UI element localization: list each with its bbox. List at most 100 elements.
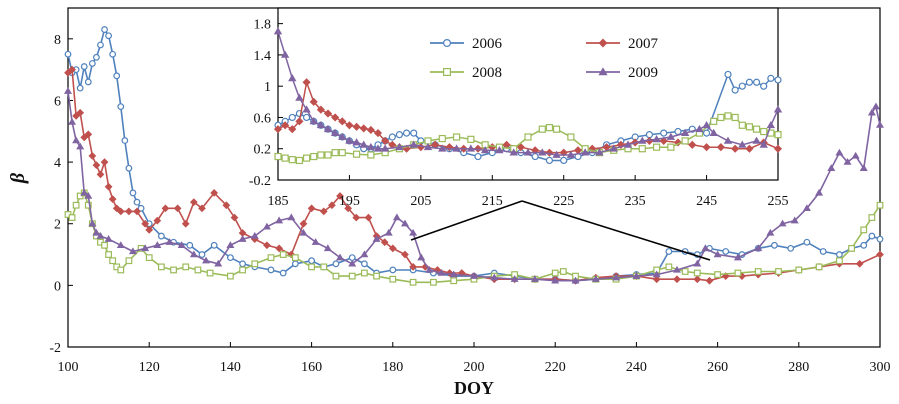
inset-x-tick-label: 235	[625, 194, 646, 209]
inset-point-2009	[423, 142, 433, 151]
main-point-2009	[409, 228, 418, 236]
inset-point-2009	[330, 128, 340, 136]
main-point-2009	[72, 136, 81, 144]
inset-point-2008	[338, 149, 346, 157]
inset-y-tick-label: 1	[264, 80, 271, 95]
main-point-2009	[778, 219, 787, 227]
main-point-2007	[299, 219, 308, 228]
legend-item-2006: 2006	[430, 36, 503, 52]
inset-point-2007	[323, 109, 333, 118]
main-point-2008	[835, 257, 843, 265]
main-point-2009	[141, 244, 150, 252]
inset-y-tick-label: 0.2	[254, 143, 272, 158]
main-point-2009	[177, 241, 186, 249]
inset-x-tick-label: 205	[410, 194, 431, 209]
main-point-2009	[754, 244, 763, 252]
main-point-2009	[851, 151, 860, 159]
main-point-2009	[202, 256, 211, 264]
main-point-2007	[125, 207, 133, 216]
main-point-2008	[868, 214, 876, 221]
inset-point-2009	[359, 140, 368, 148]
main-point-2009	[835, 148, 844, 156]
main-x-tick-label: 200	[464, 360, 485, 375]
main-point-2007	[364, 213, 373, 222]
inset-point-2009	[638, 136, 647, 144]
inset-point-2009	[523, 148, 533, 156]
inset-point-2008	[310, 152, 318, 161]
inset-point-2007	[745, 144, 754, 153]
main-point-2007	[84, 130, 93, 139]
main-point-2009	[63, 87, 73, 94]
inset-point-2006	[410, 129, 418, 137]
inset-point-2009	[273, 27, 283, 35]
main-point-2006	[64, 50, 72, 58]
main-point-2007	[108, 195, 117, 203]
main-point-2008	[291, 254, 299, 262]
inset-point-2008	[752, 125, 761, 133]
main-point-2007	[181, 219, 190, 228]
main-point-2006	[860, 241, 868, 249]
inset-point-2006	[302, 113, 311, 122]
main-y-tick-label: 0	[54, 279, 61, 294]
main-point-2007	[161, 204, 170, 213]
inset-point-2006	[767, 74, 775, 82]
main-series-2009	[63, 87, 884, 284]
main-point-2009	[80, 188, 89, 196]
inset-point-2008	[724, 112, 732, 120]
inset-point-2008	[552, 125, 561, 133]
main-point-2006	[113, 72, 121, 80]
inset-point-2009	[695, 124, 704, 133]
inset-x-tick-label: 225	[553, 194, 574, 209]
main-point-2009	[802, 204, 811, 212]
main-point-2007	[705, 276, 714, 285]
main-point-2009	[693, 259, 702, 267]
legend-swatch-marker	[443, 67, 452, 76]
inset-point-2009	[580, 148, 590, 156]
main-point-2008	[559, 268, 567, 275]
main-point-2006	[129, 189, 137, 197]
y-axis-title: β	[7, 172, 29, 184]
inset-point-2008	[731, 113, 739, 122]
main-point-2006	[117, 103, 125, 111]
main-x-tick-label: 240	[626, 360, 647, 375]
main-point-2008	[360, 269, 368, 277]
main-point-2007	[173, 204, 182, 213]
main-point-2009	[116, 241, 125, 249]
main-point-2008	[182, 263, 190, 271]
inset-point-2009	[595, 148, 604, 156]
main-point-2009	[733, 253, 742, 261]
main-point-2009	[392, 213, 401, 221]
main-point-2007	[133, 207, 141, 216]
main-point-2006	[80, 63, 88, 70]
inset-point-2009	[752, 136, 761, 144]
main-point-2006	[101, 26, 108, 33]
inset-point-2008	[681, 137, 689, 145]
main-point-2008	[157, 263, 165, 271]
inset-point-2009	[395, 142, 404, 151]
inset-point-2007	[288, 125, 297, 134]
inset-point-2006	[774, 76, 782, 84]
main-point-2006	[84, 78, 92, 86]
main-point-2007	[693, 275, 702, 284]
main-y-tick-label: 4	[54, 156, 61, 171]
main-point-2006	[105, 32, 112, 40]
main-point-2007	[275, 244, 283, 253]
main-point-2009	[311, 238, 320, 245]
main-point-2009	[510, 275, 519, 282]
main-point-2006	[109, 50, 117, 58]
inset-point-2008	[352, 150, 361, 158]
inset-point-2009	[759, 140, 768, 148]
main-x-tick-label: 300	[870, 360, 891, 375]
main-point-2008	[117, 266, 125, 274]
inset-point-2009	[480, 145, 490, 154]
inset-point-2009	[380, 144, 390, 152]
main-point-2007	[104, 182, 113, 191]
inset-point-2008	[288, 156, 296, 164]
legend-item-2009: 2009	[586, 65, 658, 81]
main-point-2009	[843, 158, 852, 165]
inset-point-2008	[302, 154, 311, 162]
inset-point-2008	[438, 134, 446, 143]
legend-swatch-marker	[443, 38, 452, 47]
inset-point-2009	[352, 138, 361, 146]
inset-x-tick-label: 195	[339, 194, 360, 209]
